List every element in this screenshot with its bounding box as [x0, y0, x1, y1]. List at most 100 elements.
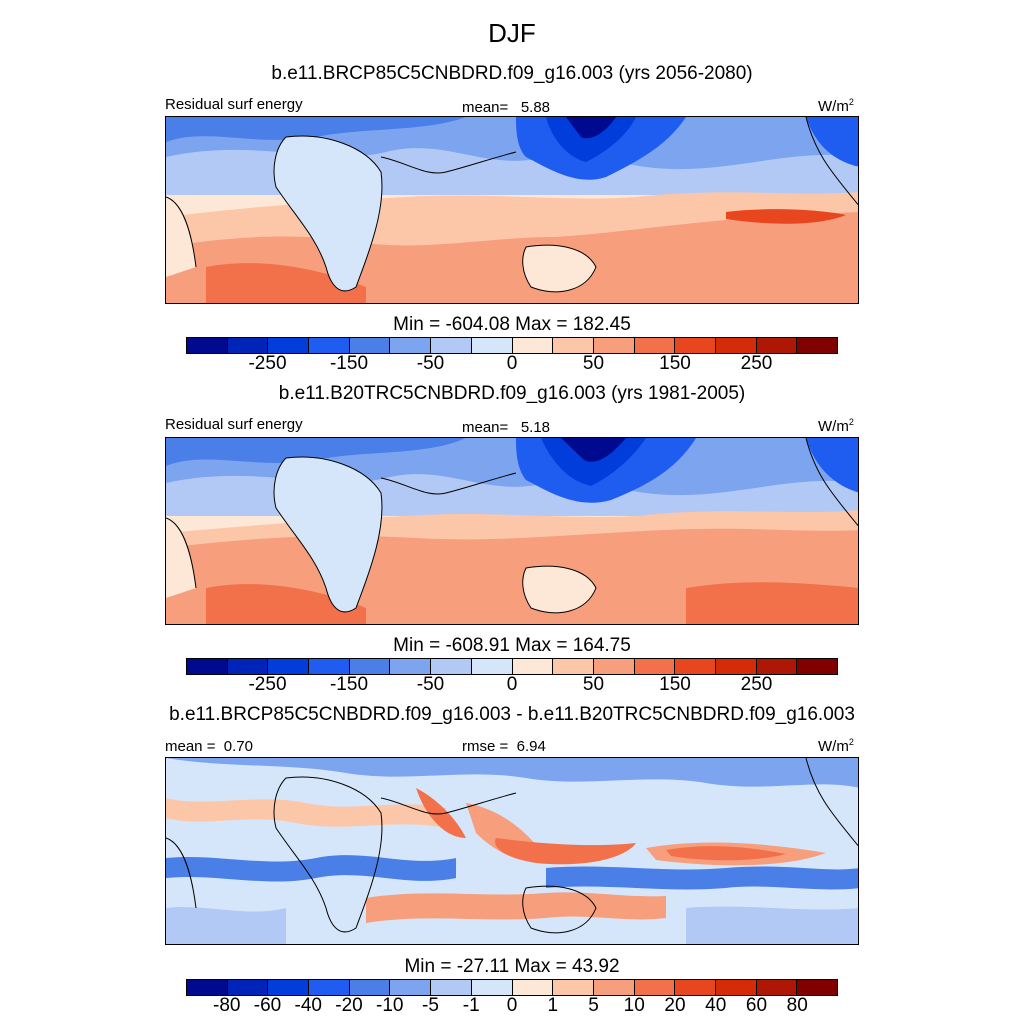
panel-2-variable-label: Residual surf energy [165, 416, 303, 433]
colorbar-tick-label: 40 [705, 995, 727, 1016]
colorbar-swatch [553, 338, 594, 353]
colorbar-tick-label: -50 [416, 674, 445, 695]
colorbar-swatch [797, 338, 837, 353]
colorbar-tick-label: 60 [745, 995, 768, 1016]
panel-3-title: b.e11.BRCP85C5CNBDRD.f09_g16.003 - b.e11… [169, 704, 855, 725]
panel-1-mean-label: mean= 5.88 [462, 99, 550, 116]
panel-1-variable-label: Residual surf energy [165, 96, 303, 113]
colorbar-tick-label: -150 [329, 353, 369, 374]
colorbar-swatch [349, 659, 391, 674]
colorbar-swatch [756, 659, 798, 674]
colorbar-swatch [227, 338, 269, 353]
colorbar-tick-label: -1 [462, 995, 480, 1016]
colorbar-swatch [797, 659, 837, 674]
colorbar-swatch [268, 980, 310, 995]
colorbar-tick-label: 250 [740, 353, 773, 374]
colorbar-swatch [390, 338, 432, 353]
colorbar-swatch [593, 338, 635, 353]
colorbar-swatch [675, 338, 716, 353]
panel-2-units-text: W/m [818, 418, 849, 435]
colorbar-swatch [227, 980, 269, 995]
colorbar-swatch [268, 659, 310, 674]
colorbar-swatch [227, 659, 269, 674]
colorbar-swatch [431, 338, 472, 353]
colorbar-tick-label: 0 [506, 674, 518, 695]
colorbar-tick-label: 250 [740, 674, 773, 695]
colorbar-swatch [512, 338, 554, 353]
colorbar-tick-label: 50 [582, 674, 605, 695]
panel-1-mean-text: mean= [462, 99, 509, 116]
colorbar-tick-label: 1 [547, 995, 559, 1016]
panel-1-colorbar [186, 337, 838, 354]
panel-3-mean-value: 0.70 [223, 738, 253, 755]
colorbar-swatch [431, 659, 472, 674]
colorbar-swatch [593, 980, 635, 995]
panel-3-units-text: W/m [818, 738, 849, 755]
panel-1-title: b.e11.BRCP85C5CNBDRD.f09_g16.003 (yrs 20… [271, 63, 753, 84]
colorbar-tick-label: 150 [659, 353, 691, 374]
panel-1-units-sup: 2 [848, 97, 854, 107]
colorbar-tick-label: -60 [253, 995, 282, 1016]
colorbar-swatch [471, 338, 513, 353]
panel-1-units-text: W/m [818, 98, 849, 115]
colorbar-swatch [309, 659, 350, 674]
colorbar-swatch [715, 980, 757, 995]
colorbar-tick-label: 80 [786, 995, 808, 1016]
panel-3-map [165, 757, 859, 945]
colorbar-swatch [431, 980, 472, 995]
colorbar-tick-label: -20 [335, 995, 363, 1016]
panel-3-mean-label: mean = 0.70 [165, 738, 253, 755]
panel-1-map [165, 116, 859, 304]
colorbar-tick-label: -150 [329, 674, 369, 695]
colorbar-swatch [390, 659, 432, 674]
panel-2-map [165, 437, 859, 625]
colorbar-tick-label: 50 [582, 353, 605, 374]
colorbar-swatch [349, 980, 391, 995]
colorbar-swatch [715, 659, 757, 674]
colorbar-swatch [593, 659, 635, 674]
colorbar-tick-label: -80 [213, 995, 241, 1016]
panel-2-minmax: Min = -608.91 Max = 164.75 [393, 635, 631, 656]
colorbar-swatch [187, 980, 228, 995]
colorbar-tick-label: -250 [248, 353, 287, 374]
colorbar-swatch [553, 980, 594, 995]
panel-2-title: b.e11.B20TRC5CNBDRD.f09_g16.003 (yrs 198… [278, 383, 746, 404]
panel-3-mean-text: mean = [165, 738, 216, 755]
panel-2-mean-label: mean= 5.18 [462, 419, 550, 436]
colorbar-tick-label: 20 [664, 995, 686, 1016]
panel-3-units-sup: 2 [848, 737, 854, 747]
colorbar-swatch [512, 659, 554, 674]
colorbar-tick-label: 150 [659, 674, 691, 695]
panel-2-colorbar [186, 658, 838, 675]
colorbar-swatch [309, 980, 350, 995]
panel-3-rmse-value: 6.94 [516, 738, 546, 755]
panel-3-rmse-label: rmse = 6.94 [462, 738, 546, 755]
colorbar-swatch [187, 338, 228, 353]
colorbar-swatch [471, 659, 513, 674]
panel-3-rmse-text: rmse = [462, 738, 509, 755]
colorbar-tick-label: 0 [506, 353, 518, 374]
panel-1-units: W/m2 [818, 97, 854, 115]
colorbar-swatch [756, 338, 798, 353]
colorbar-swatch [553, 659, 594, 674]
colorbar-tick-label: -10 [376, 995, 404, 1016]
colorbar-tick-label: -250 [248, 674, 287, 695]
panel-2-units: W/m2 [818, 417, 854, 435]
panel-2-mean-value: 5.18 [520, 419, 551, 436]
colorbar-swatch [634, 980, 676, 995]
colorbar-swatch [634, 338, 676, 353]
colorbar-tick-label: -40 [294, 995, 322, 1016]
colorbar-swatch [390, 980, 432, 995]
colorbar-swatch [187, 659, 228, 674]
colorbar-swatch [471, 980, 513, 995]
panel-1-mean-value: 5.88 [520, 99, 551, 116]
colorbar-tick-label: 10 [623, 995, 645, 1016]
colorbar-swatch [715, 338, 757, 353]
colorbar-swatch [634, 659, 676, 674]
panel-3-minmax: Min = -27.11 Max = 43.92 [404, 956, 620, 977]
panel-1-minmax: Min = -604.08 Max = 182.45 [393, 314, 631, 335]
colorbar-swatch [675, 980, 716, 995]
colorbar-swatch [268, 338, 310, 353]
colorbar-swatch [349, 338, 391, 353]
colorbar-swatch [675, 659, 716, 674]
